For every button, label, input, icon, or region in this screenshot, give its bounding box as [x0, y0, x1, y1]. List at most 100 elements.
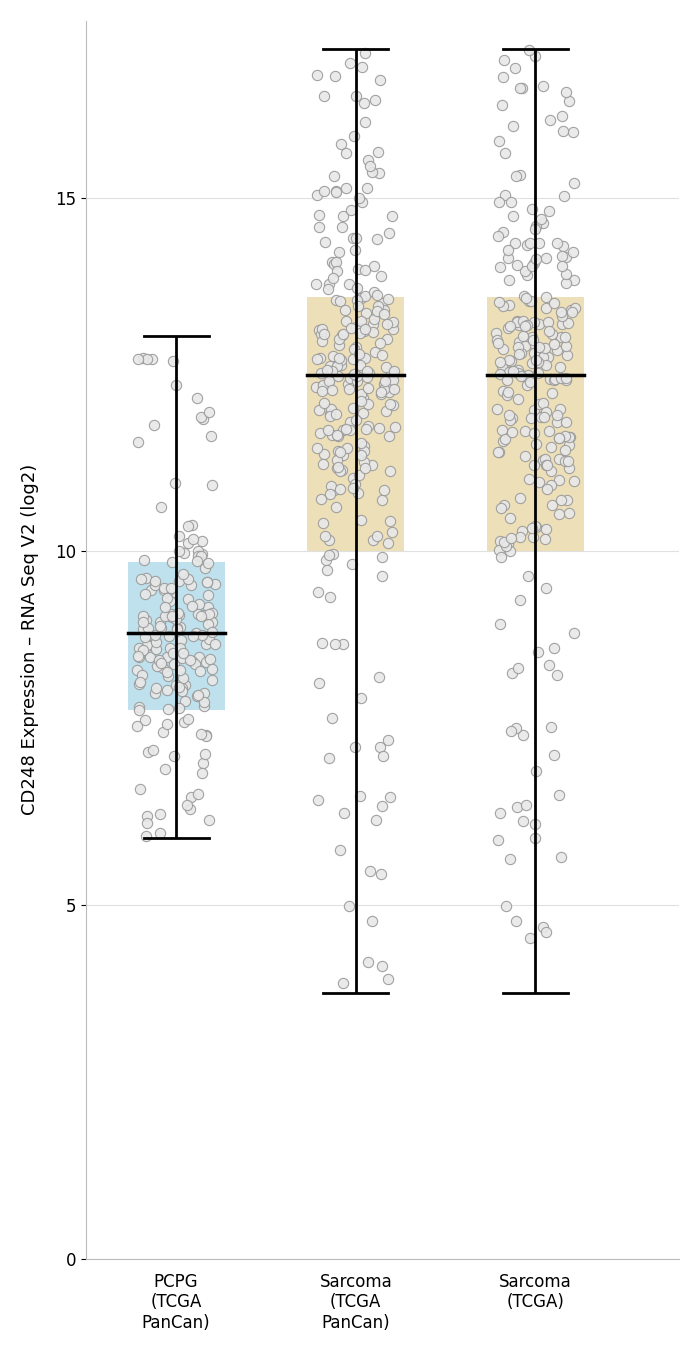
Point — [564, 502, 575, 524]
Point — [351, 369, 363, 391]
Point — [560, 81, 571, 103]
Point — [191, 549, 202, 571]
Point — [546, 323, 557, 345]
Point — [552, 405, 563, 426]
Point — [522, 566, 533, 587]
Point — [545, 436, 557, 457]
Point — [162, 587, 173, 609]
Point — [503, 239, 514, 261]
Point — [150, 624, 161, 645]
Point — [356, 390, 367, 411]
Point — [370, 809, 382, 831]
Point — [193, 594, 204, 616]
Point — [318, 180, 330, 202]
Point — [350, 317, 361, 338]
Point — [533, 314, 545, 336]
Point — [149, 682, 160, 704]
Point — [206, 659, 217, 681]
Point — [492, 829, 503, 851]
Point — [318, 373, 329, 395]
Point — [316, 330, 328, 352]
Point — [499, 49, 510, 70]
Point — [555, 326, 566, 348]
Point — [313, 216, 324, 238]
Point — [540, 921, 552, 943]
Point — [507, 662, 518, 683]
Point — [380, 356, 391, 377]
Point — [197, 762, 208, 783]
Point — [161, 662, 172, 683]
Point — [134, 671, 146, 693]
Bar — [487, 296, 584, 551]
Point — [193, 783, 204, 805]
Point — [568, 172, 580, 193]
Point — [354, 354, 365, 376]
Point — [540, 402, 552, 423]
Point — [521, 794, 532, 816]
Point — [540, 576, 552, 598]
Point — [367, 161, 378, 183]
Point — [533, 363, 544, 384]
Point — [498, 532, 510, 553]
Point — [200, 724, 211, 746]
Point — [193, 645, 204, 667]
Point — [374, 667, 385, 689]
Point — [503, 349, 514, 371]
Point — [505, 540, 516, 561]
Point — [134, 674, 145, 695]
Point — [351, 409, 362, 430]
Point — [337, 633, 348, 655]
Point — [541, 285, 552, 307]
Point — [560, 451, 571, 472]
Point — [529, 515, 540, 537]
Point — [326, 380, 337, 402]
Point — [326, 361, 337, 383]
Point — [200, 633, 211, 655]
Point — [197, 543, 208, 564]
Point — [322, 279, 333, 300]
Point — [382, 532, 393, 553]
Point — [387, 522, 398, 544]
Point — [174, 540, 185, 561]
Point — [386, 361, 397, 383]
Point — [153, 649, 164, 671]
Point — [158, 658, 169, 679]
Point — [335, 349, 346, 371]
Point — [505, 720, 517, 741]
Point — [152, 655, 163, 676]
Point — [318, 392, 329, 414]
Point — [202, 552, 214, 574]
Point — [349, 338, 360, 360]
Point — [171, 675, 182, 697]
Point — [552, 340, 563, 361]
Point — [496, 418, 507, 440]
Point — [337, 216, 348, 238]
Point — [387, 311, 398, 333]
Point — [334, 334, 345, 356]
Point — [344, 368, 356, 390]
Point — [512, 363, 524, 384]
Point — [503, 269, 514, 291]
Point — [325, 483, 336, 505]
Point — [350, 227, 361, 249]
Point — [311, 273, 322, 295]
Point — [192, 387, 203, 409]
Point — [503, 382, 514, 403]
Point — [382, 329, 393, 350]
Point — [198, 752, 209, 774]
Point — [314, 399, 325, 421]
Point — [523, 468, 534, 490]
Point — [135, 568, 146, 590]
Point — [504, 405, 515, 426]
Point — [344, 418, 355, 440]
Point — [354, 785, 365, 806]
Point — [177, 667, 188, 689]
Point — [174, 570, 185, 591]
Point — [315, 323, 326, 345]
Point — [547, 495, 558, 517]
Point — [164, 606, 176, 628]
Point — [183, 708, 194, 729]
Point — [344, 379, 355, 400]
Point — [155, 804, 166, 825]
Point — [175, 616, 186, 637]
